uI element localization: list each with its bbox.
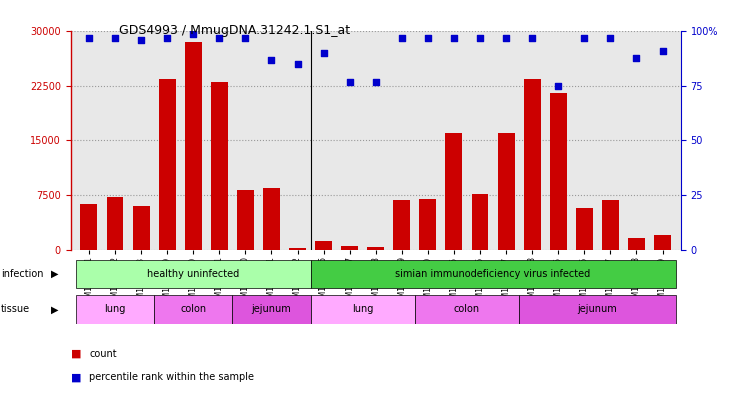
Bar xyxy=(415,296,519,324)
Text: ▶: ▶ xyxy=(51,305,58,314)
Point xyxy=(135,37,147,43)
Bar xyxy=(576,208,593,250)
Bar xyxy=(628,238,645,250)
Point xyxy=(266,57,278,63)
Point xyxy=(396,35,408,41)
Bar xyxy=(154,296,232,324)
Bar xyxy=(315,241,332,250)
Point xyxy=(422,35,434,41)
Text: colon: colon xyxy=(180,305,206,314)
Bar xyxy=(263,188,280,250)
Text: count: count xyxy=(89,349,117,359)
Text: jejunum: jejunum xyxy=(251,305,292,314)
Point xyxy=(318,50,330,56)
Text: lung: lung xyxy=(104,305,126,314)
Point xyxy=(187,31,199,37)
Bar xyxy=(519,296,676,324)
Text: GDS4993 / MmugDNA.31242.1.S1_at: GDS4993 / MmugDNA.31242.1.S1_at xyxy=(120,24,350,37)
Point xyxy=(578,35,590,41)
Point xyxy=(552,83,564,89)
Bar xyxy=(211,82,228,250)
Bar xyxy=(132,206,150,250)
Bar xyxy=(185,42,202,250)
Text: simian immunodeficiency virus infected: simian immunodeficiency virus infected xyxy=(395,269,591,279)
Point xyxy=(240,35,251,41)
Bar xyxy=(289,248,306,250)
Point xyxy=(604,35,616,41)
Bar xyxy=(232,296,310,324)
Bar xyxy=(524,79,541,250)
Text: colon: colon xyxy=(454,305,480,314)
Text: ■: ■ xyxy=(71,349,81,359)
Point xyxy=(448,35,460,41)
Bar xyxy=(498,133,515,250)
Bar xyxy=(472,194,489,250)
Text: jejunum: jejunum xyxy=(577,305,618,314)
Text: ▶: ▶ xyxy=(51,269,58,279)
Point xyxy=(656,48,668,54)
Bar xyxy=(106,197,124,250)
Point xyxy=(109,35,121,41)
Text: percentile rank within the sample: percentile rank within the sample xyxy=(89,372,254,382)
Point xyxy=(161,35,173,41)
Point xyxy=(500,35,512,41)
Point xyxy=(344,79,356,85)
Point xyxy=(214,35,225,41)
Text: tissue: tissue xyxy=(1,305,30,314)
Point xyxy=(630,55,642,61)
Bar xyxy=(341,246,358,250)
Bar xyxy=(80,204,97,250)
Point xyxy=(474,35,486,41)
Point xyxy=(83,35,95,41)
Point xyxy=(292,61,304,67)
Bar xyxy=(550,93,567,250)
Bar xyxy=(158,79,176,250)
Text: lung: lung xyxy=(352,305,373,314)
Bar xyxy=(310,260,676,288)
Bar xyxy=(368,247,384,250)
Bar xyxy=(76,296,154,324)
Text: healthy uninfected: healthy uninfected xyxy=(147,269,240,279)
Bar xyxy=(310,296,415,324)
Bar xyxy=(420,198,436,250)
Bar xyxy=(76,260,310,288)
Bar xyxy=(237,190,254,250)
Text: infection: infection xyxy=(1,269,43,279)
Point xyxy=(526,35,538,41)
Bar xyxy=(602,200,619,250)
Text: ■: ■ xyxy=(71,372,81,382)
Bar xyxy=(446,133,463,250)
Point xyxy=(370,79,382,85)
Bar xyxy=(394,200,410,250)
Bar xyxy=(654,235,671,250)
